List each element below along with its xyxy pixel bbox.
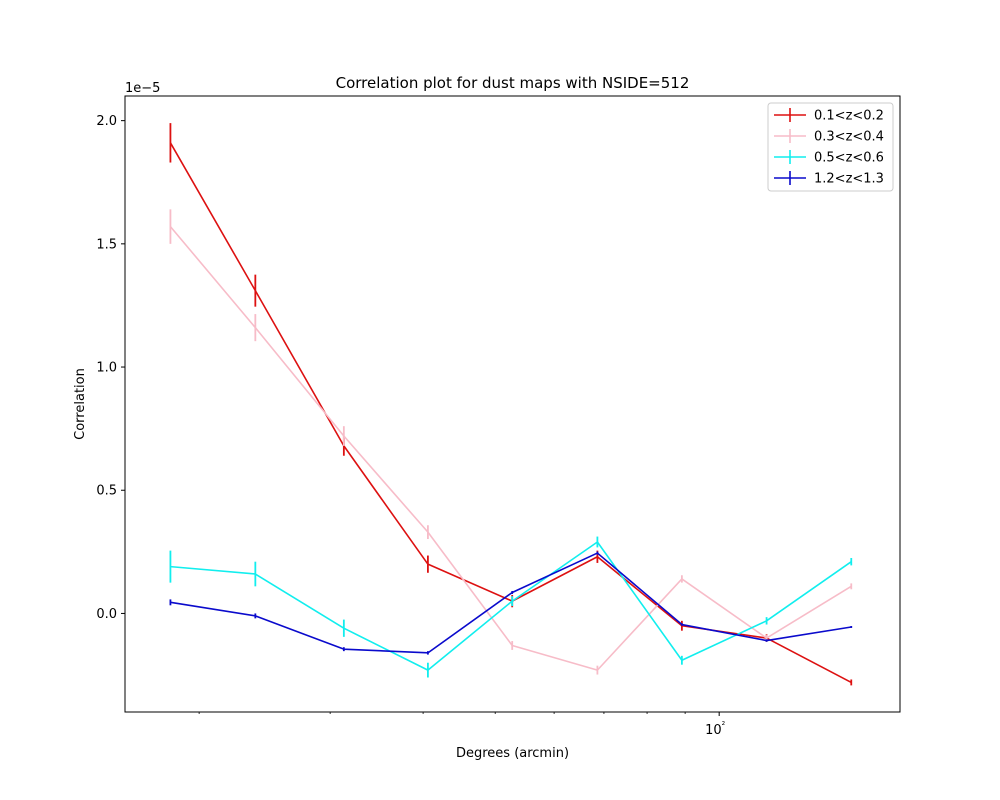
series-2: [169, 209, 853, 675]
plot-frame: [124, 95, 901, 713]
x-axis-label: Degrees (arcmin): [456, 746, 569, 761]
axes: 0.0 0.5 1.0 1.5 2.0 10²: [96, 114, 725, 738]
y-tick-label: 1.0: [96, 361, 117, 376]
legend-item: 0.5<z<0.6: [774, 150, 884, 166]
series-line: [169, 226, 852, 671]
y-tick-label: 0.0: [96, 607, 117, 622]
y-offset-label: 1e−5: [125, 81, 160, 96]
chart-title: Correlation plot for dust maps with NSID…: [336, 74, 690, 92]
series-line: [170, 541, 852, 671]
legend: 0.1<z<0.2 0.3<z<0.4 0.5<z<0.6 1.2<z<1.3: [767, 102, 894, 192]
y-tick-label: 0.5: [96, 484, 117, 499]
series-4: [169, 551, 853, 655]
legend-label: 0.3<z<0.4: [814, 130, 884, 145]
y-tick-label: 2.0: [96, 114, 117, 129]
plot-area: [169, 123, 853, 686]
legend-label: 0.5<z<0.6: [814, 151, 884, 166]
legend-label: 1.2<z<1.3: [814, 172, 884, 187]
y-axis-label: Correlation: [73, 368, 88, 440]
y-tick-label: 1.5: [96, 237, 117, 252]
legend-label: 0.1<z<0.2: [814, 109, 884, 124]
legend-box: [767, 102, 894, 192]
series-1: [169, 123, 853, 686]
legend-item: 0.3<z<0.4: [774, 129, 884, 145]
series-3: [169, 536, 853, 678]
x-tick-label: 10²: [705, 721, 726, 738]
legend-item: 1.2<z<1.3: [774, 171, 884, 187]
legend-item: 0.1<z<0.2: [774, 108, 884, 124]
